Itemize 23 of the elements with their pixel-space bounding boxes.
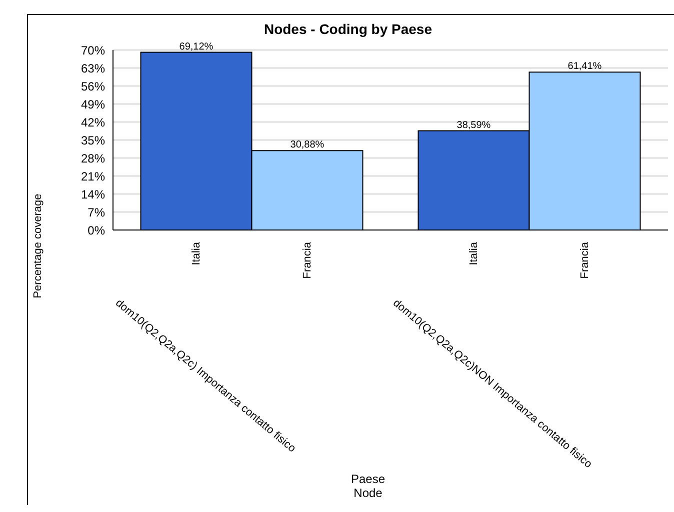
y-axis-title: Percentage coverage <box>32 192 44 300</box>
y-tick-label: 14% <box>80 187 106 202</box>
y-tick-label: 70% <box>80 43 106 58</box>
text: Italia <box>468 242 480 266</box>
x-axis-title: Paese <box>350 472 386 486</box>
text: Node <box>352 486 384 500</box>
y-tick-label: 21% <box>80 169 106 184</box>
y-tick-label: 28% <box>80 151 106 166</box>
y-tick-label: 7% <box>88 205 106 220</box>
text: Italia <box>190 241 202 266</box>
chart-title: Nodes - Coding by Paese <box>262 21 434 37</box>
y-tick-label: 56% <box>80 79 106 94</box>
y-tick-label: 49% <box>80 97 106 112</box>
y-tick-label: 63% <box>80 61 106 76</box>
data-label: 30,88% <box>290 140 324 151</box>
data-label: 38,59% <box>456 120 491 131</box>
y-tick-label: 42% <box>80 115 106 130</box>
y-tick-label: 0% <box>88 223 106 238</box>
text: Francia <box>301 241 314 279</box>
y-tick-label: 35% <box>80 133 106 148</box>
data-label: 61,41% <box>568 61 602 72</box>
data-label: 69,12% <box>179 41 214 52</box>
text: Francia <box>578 242 591 279</box>
